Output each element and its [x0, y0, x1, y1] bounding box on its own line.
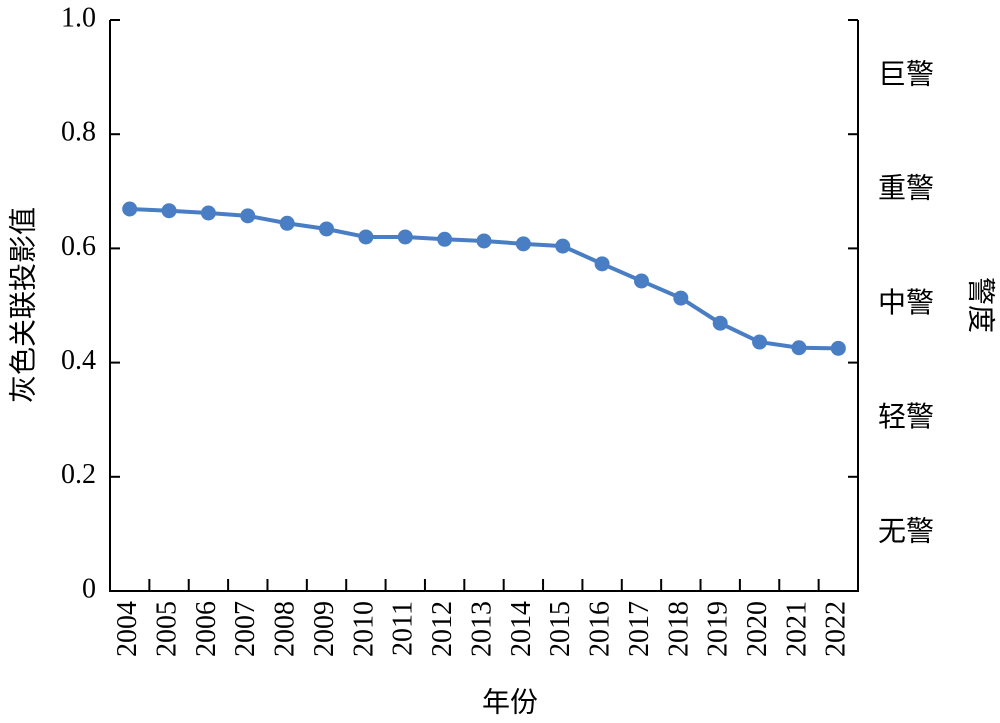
point — [633, 273, 649, 289]
point — [555, 238, 571, 254]
x-tick-label: 2008 — [270, 601, 301, 657]
y2-tick-label: 无警 — [878, 515, 934, 547]
point — [279, 215, 295, 231]
x-tick-label: 2017 — [624, 601, 655, 657]
axis-frame — [109, 20, 859, 592]
x-tick-label: 2016 — [585, 601, 616, 657]
point — [515, 236, 531, 252]
point — [752, 334, 768, 350]
x-tick-label: 2007 — [230, 601, 261, 657]
point — [594, 256, 610, 272]
y2-tick-label: 巨警 — [878, 59, 934, 91]
x-tick-label: 2022 — [821, 601, 852, 657]
point — [673, 290, 689, 306]
point — [358, 229, 374, 245]
y-tick-label: 0.4 — [61, 345, 96, 376]
x-tick-label: 2004 — [112, 601, 143, 657]
point — [791, 340, 807, 356]
x-tick-label: 2020 — [742, 601, 773, 657]
y-tick-label: 1.0 — [61, 2, 96, 33]
point — [122, 201, 138, 217]
y2-tick-label: 轻警 — [878, 401, 934, 433]
point — [319, 221, 335, 237]
point — [437, 231, 453, 247]
x-tick-label: 2021 — [781, 601, 812, 657]
x-tick-label: 2009 — [309, 601, 340, 657]
x-tick-label: 2011 — [388, 601, 419, 656]
y-tick-label: 0.6 — [61, 231, 96, 262]
x-tick-label: 2013 — [466, 601, 497, 657]
x-tick-label: 2010 — [348, 601, 379, 657]
y2-tick-label: 中警 — [878, 287, 934, 319]
x-tick-label: 2005 — [151, 601, 182, 657]
x-tick-label: 2006 — [191, 601, 222, 657]
y2-tick-label: 重警 — [878, 173, 934, 205]
y-axis-title: 灰色关联投影值 — [7, 207, 39, 403]
y2-axis-title: 警度 — [965, 277, 997, 333]
x-tick-label: 2018 — [663, 601, 694, 657]
y-tick-label: 0.8 — [61, 117, 96, 148]
line — [129, 207, 839, 351]
x-tick-label: 2012 — [427, 601, 458, 657]
point — [830, 340, 846, 356]
point — [712, 315, 728, 331]
y-tick-label: 0 — [82, 573, 96, 604]
point — [397, 229, 413, 245]
x-tick-label: 2019 — [703, 601, 734, 657]
point — [200, 205, 216, 221]
x-tick-label: 2014 — [506, 601, 537, 657]
x-tick-label: 2015 — [545, 601, 576, 657]
y-tick-label: 0.2 — [61, 459, 96, 490]
point — [476, 233, 492, 249]
point — [240, 208, 256, 224]
x-axis-title: 年份 — [482, 686, 538, 718]
point — [161, 203, 177, 219]
